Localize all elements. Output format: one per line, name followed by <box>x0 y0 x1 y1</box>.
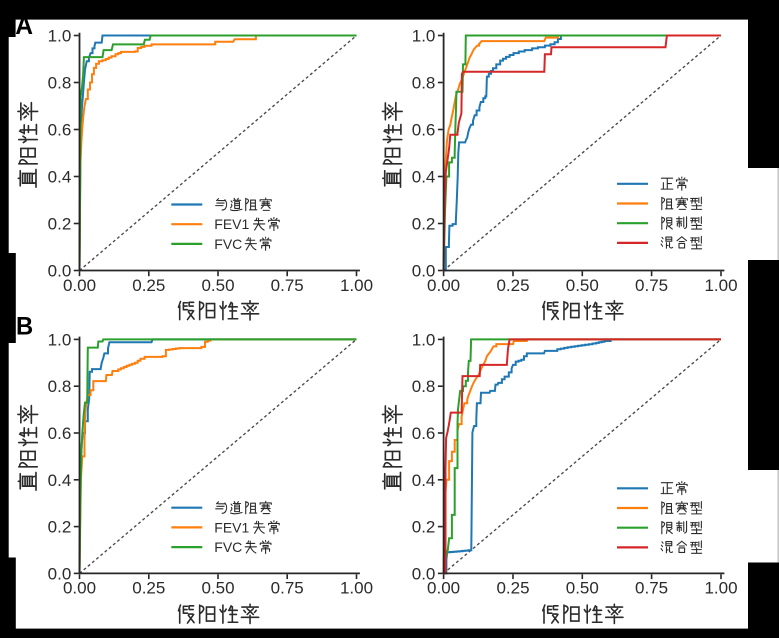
svg-text:0.75: 0.75 <box>635 276 668 295</box>
svg-text:0.50: 0.50 <box>566 579 599 598</box>
svg-text:0.25: 0.25 <box>132 276 165 295</box>
svg-text:0.75: 0.75 <box>271 276 304 295</box>
svg-text:0.00: 0.00 <box>427 579 460 598</box>
svg-text:FEV1: FEV1 <box>214 216 249 232</box>
svg-text:0.6: 0.6 <box>48 121 72 140</box>
svg-text:0.75: 0.75 <box>635 579 668 598</box>
svg-text:0.25: 0.25 <box>132 579 165 598</box>
svg-text:FVC: FVC <box>214 539 242 555</box>
svg-text:FEV1: FEV1 <box>214 519 249 535</box>
svg-text:0.4: 0.4 <box>48 168 72 187</box>
svg-text:0.50: 0.50 <box>201 579 234 598</box>
svg-text:1.00: 1.00 <box>340 579 373 598</box>
svg-text:0.8: 0.8 <box>412 74 436 93</box>
svg-text:0.6: 0.6 <box>412 424 436 443</box>
svg-text:0.0: 0.0 <box>48 564 72 583</box>
svg-text:0.8: 0.8 <box>48 377 72 396</box>
svg-text:0.4: 0.4 <box>412 168 436 187</box>
svg-text:0.50: 0.50 <box>201 276 234 295</box>
svg-text:0.00: 0.00 <box>63 579 96 598</box>
svg-text:0.75: 0.75 <box>271 579 304 598</box>
svg-text:0.0: 0.0 <box>412 564 436 583</box>
svg-text:0.6: 0.6 <box>48 424 72 443</box>
svg-text:0.50: 0.50 <box>566 276 599 295</box>
svg-text:0.6: 0.6 <box>412 121 436 140</box>
svg-text:0.25: 0.25 <box>496 579 529 598</box>
svg-text:1.00: 1.00 <box>704 276 737 295</box>
svg-text:1.0: 1.0 <box>48 27 72 46</box>
svg-text:1.00: 1.00 <box>340 276 373 295</box>
svg-text:0.8: 0.8 <box>412 377 436 396</box>
svg-text:0.2: 0.2 <box>412 518 436 537</box>
svg-text:1.00: 1.00 <box>704 579 737 598</box>
svg-text:1.0: 1.0 <box>48 330 72 349</box>
svg-text:0.8: 0.8 <box>48 74 72 93</box>
svg-text:FVC: FVC <box>214 236 242 252</box>
svg-text:0.4: 0.4 <box>48 471 72 490</box>
svg-text:1.0: 1.0 <box>412 330 436 349</box>
svg-text:0.2: 0.2 <box>48 518 72 537</box>
svg-text:0.2: 0.2 <box>48 215 72 234</box>
svg-text:0.00: 0.00 <box>63 276 96 295</box>
svg-text:0.00: 0.00 <box>427 276 460 295</box>
svg-text:0.0: 0.0 <box>48 262 72 281</box>
svg-text:0.25: 0.25 <box>496 276 529 295</box>
svg-text:0.4: 0.4 <box>412 471 436 490</box>
svg-text:0.0: 0.0 <box>412 262 436 281</box>
svg-text:B: B <box>16 313 33 341</box>
svg-text:0.2: 0.2 <box>412 215 436 234</box>
svg-text:1.0: 1.0 <box>412 27 436 46</box>
